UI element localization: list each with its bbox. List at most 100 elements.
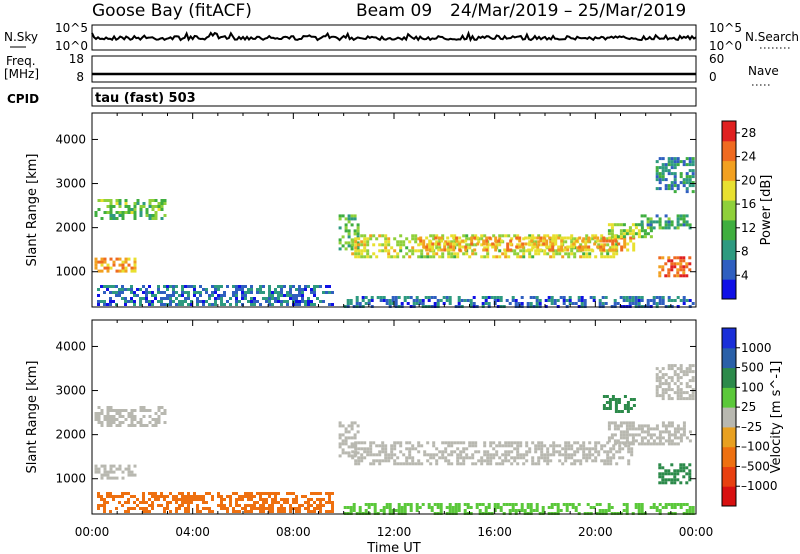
data-cell — [124, 260, 128, 264]
data-cell — [178, 492, 181, 495]
data-cell — [652, 442, 656, 446]
data-cell — [462, 456, 466, 460]
data-cell — [363, 456, 367, 460]
data-cell — [489, 459, 493, 463]
data-cell — [670, 421, 674, 425]
data-cell — [145, 291, 148, 294]
data-cell — [603, 450, 607, 454]
data-cell — [142, 424, 146, 427]
data-cell — [372, 459, 376, 463]
data-cell — [661, 265, 665, 269]
data-cell — [139, 409, 143, 412]
data-cell — [109, 300, 112, 303]
data-cell — [247, 291, 250, 294]
data-cell — [121, 291, 124, 294]
data-cell — [378, 249, 382, 253]
data-cell — [187, 498, 190, 501]
data-cell — [127, 412, 131, 415]
data-cell — [658, 181, 662, 185]
data-cell — [622, 421, 626, 425]
data-cell — [688, 175, 692, 179]
data-cell — [250, 492, 253, 495]
data-cell — [259, 504, 262, 507]
data-cell — [376, 296, 380, 299]
data-cell — [627, 441, 631, 445]
data-cell — [600, 252, 604, 256]
data-cell — [408, 450, 412, 454]
data-cell — [688, 364, 692, 368]
data-cell — [516, 450, 520, 454]
data-cell — [118, 467, 122, 471]
data-cell — [584, 245, 588, 249]
data-cell — [658, 481, 662, 485]
data-cell — [655, 388, 659, 392]
data-cell — [583, 302, 587, 305]
data-cell — [682, 184, 686, 188]
data-cell — [109, 211, 113, 214]
data-cell — [608, 407, 612, 410]
data-cell — [558, 252, 562, 256]
data-cell — [688, 509, 692, 512]
data-cell — [567, 456, 571, 460]
data-cell — [594, 444, 598, 448]
data-cell — [358, 509, 362, 512]
data-cell — [604, 302, 608, 305]
data-cell — [682, 424, 686, 428]
data-cell — [640, 424, 644, 428]
data-cell — [667, 433, 671, 437]
data-cell — [477, 459, 481, 463]
data-cell — [115, 507, 118, 510]
data-cell — [670, 299, 674, 302]
data-cell — [151, 507, 154, 510]
data-cell — [609, 255, 613, 259]
data-cell — [399, 243, 403, 247]
colorbar-tick-label: 16 — [741, 197, 756, 211]
data-cell — [516, 456, 520, 460]
data-cell — [100, 412, 104, 415]
data-cell — [688, 506, 692, 509]
data-cell — [634, 296, 638, 299]
data-cell — [366, 447, 370, 451]
data-cell — [646, 223, 650, 227]
data-cell — [676, 160, 680, 164]
data-cell — [127, 464, 131, 468]
data-cell — [555, 249, 559, 253]
data-cell — [199, 498, 202, 501]
data-cell — [670, 259, 674, 263]
data-cell — [682, 427, 686, 431]
data-cell — [121, 409, 125, 412]
data-cell — [338, 241, 342, 245]
data-cell — [100, 424, 104, 427]
data-cell — [610, 433, 614, 437]
data-cell — [476, 242, 480, 246]
data-cell — [384, 234, 388, 238]
nave-label: Nave — [748, 64, 779, 78]
data-cell — [265, 492, 268, 495]
data-cell — [474, 243, 478, 247]
data-cell — [626, 410, 630, 413]
data-cell — [447, 444, 451, 448]
data-cell — [591, 237, 595, 241]
data-cell — [319, 507, 322, 510]
data-cell — [417, 450, 421, 454]
data-region — [94, 464, 137, 480]
data-cell — [151, 300, 154, 303]
data-cell — [566, 236, 570, 240]
data-cell — [118, 205, 122, 208]
data-cell — [154, 294, 157, 297]
data-cell — [384, 249, 388, 253]
data-cell — [157, 288, 160, 291]
data-cell — [576, 459, 580, 463]
data-cell — [661, 169, 665, 173]
data-cell — [649, 506, 653, 509]
data-cell — [388, 503, 392, 506]
data-cell — [688, 256, 692, 260]
data-cell — [545, 242, 549, 246]
data-cell — [468, 237, 472, 241]
data-cell — [205, 288, 208, 291]
data-cell — [649, 433, 653, 437]
data-cell — [142, 498, 145, 501]
data-cell — [452, 236, 456, 240]
data-cell — [356, 241, 360, 245]
data-cell — [673, 190, 677, 194]
